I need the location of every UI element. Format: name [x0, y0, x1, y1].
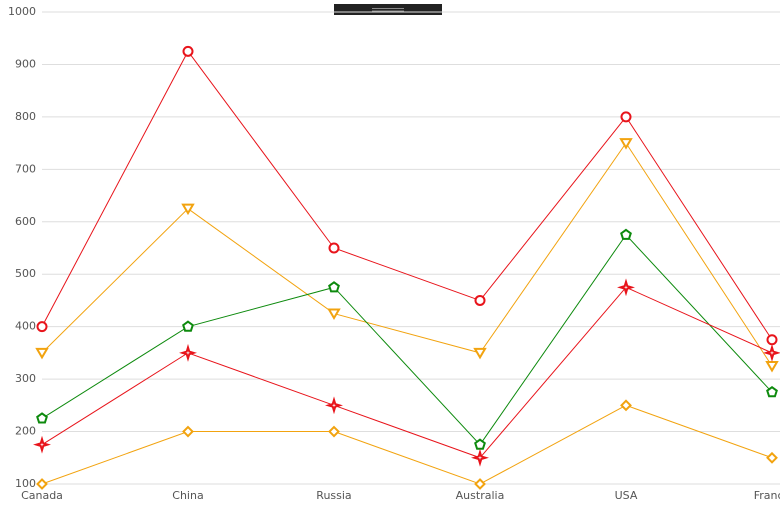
marker: [181, 203, 195, 216]
y-tick-label: 900: [15, 57, 36, 70]
marker: [33, 435, 51, 454]
marker: [617, 278, 635, 297]
marker: [474, 478, 486, 490]
marker: [179, 343, 197, 362]
x-tick-label: Canada: [21, 489, 63, 502]
marker: [619, 138, 633, 150]
y-tick-label: 700: [15, 162, 36, 175]
y-tick-label: 200: [15, 425, 36, 438]
marker: [328, 242, 340, 254]
marker: [471, 448, 489, 467]
marker: [766, 451, 778, 464]
marker: [182, 425, 194, 438]
marker: [182, 45, 194, 57]
marker: [327, 308, 341, 321]
marker: [328, 425, 340, 438]
marker: [474, 438, 486, 450]
x-tick-label: France: [754, 489, 780, 502]
series-line: [41, 286, 773, 459]
marker: [36, 412, 48, 424]
marker: [36, 321, 48, 333]
marker: [182, 320, 194, 332]
marker: [766, 385, 778, 398]
marker: [473, 347, 487, 360]
series-line: [41, 142, 773, 367]
series-line: [41, 234, 773, 446]
y-tick-label: 100: [15, 477, 36, 490]
x-tick-label: USA: [615, 489, 638, 502]
marker: [620, 111, 632, 123]
marker: [474, 294, 486, 306]
marker: [620, 399, 632, 412]
marker: [766, 334, 778, 346]
y-tick-label: 800: [15, 110, 36, 123]
marker: [763, 343, 780, 362]
series-line: [41, 50, 773, 341]
y-tick-label: 1000: [8, 5, 36, 18]
y-tick-label: 600: [15, 215, 36, 228]
scroll-thumb[interactable]: [334, 4, 442, 15]
marker: [35, 347, 49, 360]
x-tick-label: Australia: [456, 489, 505, 502]
marker: [765, 361, 779, 373]
x-tick-label: China: [172, 489, 203, 502]
marker: [620, 228, 632, 240]
marker: [325, 396, 343, 415]
y-tick-label: 400: [15, 320, 36, 333]
series-line: [41, 404, 773, 485]
x-tick-label: Russia: [316, 489, 351, 502]
marker: [328, 281, 340, 293]
marker: [36, 478, 48, 490]
y-tick-label: 500: [15, 267, 36, 280]
y-tick-label: 300: [15, 372, 36, 385]
